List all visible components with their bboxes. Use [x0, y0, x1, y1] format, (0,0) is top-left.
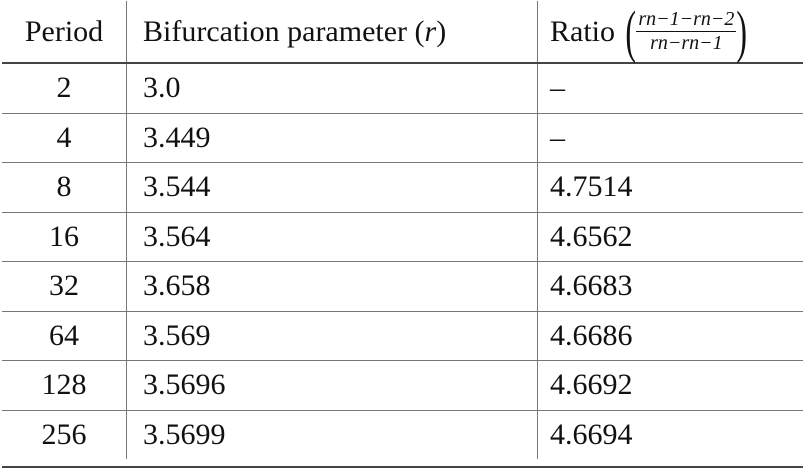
r-cell: 3.449: [126, 113, 538, 163]
table-row: 64 3.569 4.6686: [2, 311, 803, 361]
period-cell: 4: [2, 113, 127, 163]
r-cell: 3.5696: [126, 360, 538, 411]
table-row: 8 3.544 4.7514: [2, 162, 803, 213]
bifurcation-header-var: r: [424, 14, 437, 48]
left-paren-glyph: (: [625, 0, 636, 64]
period-cell: 2: [2, 63, 127, 114]
r-cell: 3.658: [126, 261, 538, 312]
right-paren-glyph: ): [736, 0, 748, 64]
ratio-header: Ratio ( rn−1−rn−2 rn−rn−1 ): [537, 0, 803, 64]
period-cell: 64: [2, 311, 127, 361]
ratio-cell: 4.7514: [537, 162, 803, 213]
period-cell: 256: [2, 410, 127, 459]
ratio-cell: –: [537, 113, 803, 163]
ratio-cell: –: [537, 63, 803, 114]
ratio-cell: 4.6686: [537, 311, 803, 361]
table-row: 16 3.564 4.6562: [2, 212, 803, 262]
ratio-numerator: rn−1−rn−2: [636, 8, 737, 32]
r-cell: 3.544: [126, 162, 538, 213]
table-row: 256 3.5699 4.6694: [2, 410, 803, 459]
ratio-cell: 4.6692: [537, 360, 803, 411]
table-row: 2 3.0 –: [2, 63, 803, 114]
ratio-header-label: Ratio: [550, 14, 615, 48]
ratio-header-content: Ratio ( rn−1−rn−2 rn−rn−1 ): [550, 0, 748, 64]
table-row: 4 3.449 –: [2, 113, 803, 163]
ratio-cell: 4.6683: [537, 261, 803, 312]
ratio-fraction: rn−1−rn−2 rn−rn−1: [636, 8, 737, 54]
bifurcation-header: Bifurcation parameter (r): [126, 1, 538, 64]
bifurcation-header-text: Bifurcation parameter (: [143, 14, 425, 48]
ratio-cell: 4.6562: [537, 212, 803, 262]
r-cell: 3.5699: [126, 410, 538, 459]
period-cell: 8: [2, 162, 127, 213]
ratio-cell: 4.6694: [550, 417, 633, 451]
period-cell: 16: [2, 212, 127, 262]
header-row: Period Bifurcation parameter (r) Ratio (…: [2, 0, 803, 64]
ratio-denominator: rn−rn−1: [650, 32, 723, 54]
r-cell: 3.569: [126, 311, 538, 361]
period-cell: 128: [2, 360, 127, 411]
bottom-rule: [2, 466, 803, 468]
r-cell: 3.0: [126, 63, 538, 114]
bifurcation-header-close: ): [436, 14, 447, 48]
table-row: 128 3.5696 4.6692: [2, 360, 803, 411]
bifurcation-table: Period Bifurcation parameter (r) Ratio (…: [2, 1, 803, 459]
table-row: 32 3.658 4.6683: [2, 261, 803, 312]
period-cell: 32: [2, 261, 127, 312]
period-header: Period: [2, 1, 127, 64]
r-cell: 3.564: [126, 212, 538, 262]
